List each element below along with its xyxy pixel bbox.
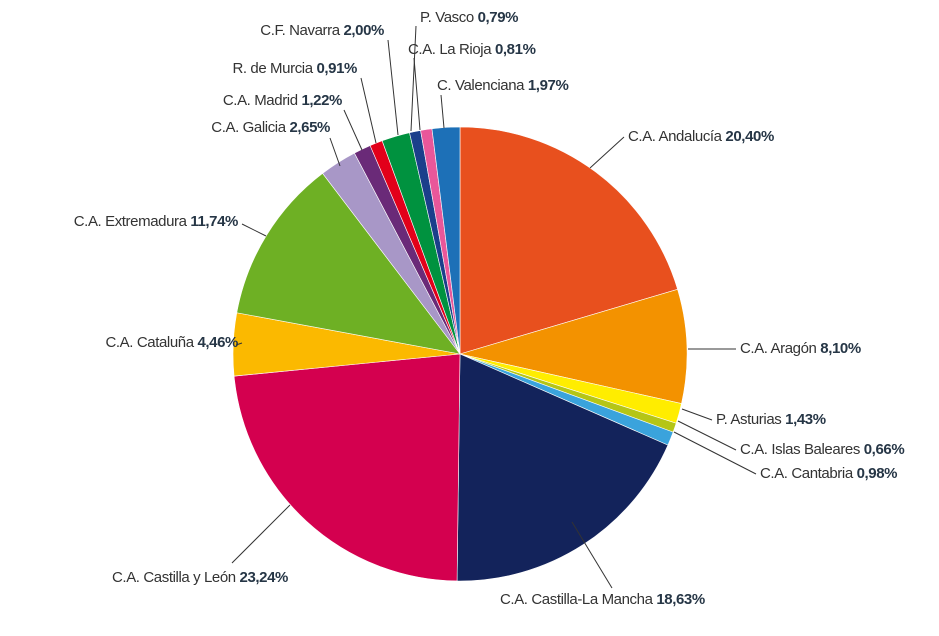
slice-label: C. Valenciana 1,97% [437,77,568,94]
leader-line [241,223,267,237]
slice-name: C.A. Madrid [223,92,298,109]
slice-name: C.A. Aragón [740,340,817,357]
leader-line [589,136,625,169]
slice-label: C.A. Extremadura 11,74% [74,213,238,230]
slice-label: C.F. Navarra 2,00% [260,22,384,39]
slice [236,172,461,355]
slice-value: 0,79% [478,9,519,26]
slice-value: 0,81% [495,41,536,58]
slice-label: C.A. Aragón 8,10% [740,340,861,357]
slice-name: C.A. Islas Baleares [740,441,860,458]
leader-line [343,109,363,151]
slice-label: C.A. Cantabria 0,98% [760,465,897,482]
slice-name: P. Asturias [716,411,781,428]
slice-label: C.A. Islas Baleares 0,66% [740,441,904,458]
slice-name: C.A. Cataluña [105,334,194,351]
leader-line [360,77,377,144]
leader-line [571,521,613,589]
slice [459,126,678,355]
slice-name: C.A. Cantabria [760,465,854,482]
slice-name: C.A. Castilla y León [112,569,236,586]
slice-value: 4,46% [197,334,238,351]
leader-line [231,504,291,564]
leader-line [681,408,713,421]
slice-value: 1,43% [785,411,826,428]
slice-name: C.A. Galicia [211,119,286,136]
slice-label: C.A. Castilla-La Mancha 18,63% [500,591,705,608]
slice-value: 0,91% [316,60,357,77]
leader-line [410,25,417,132]
slice-label: C.A. Galicia 2,65% [211,119,330,136]
slice-name: C.A. Andalucía [628,128,723,145]
slice-value: 0,66% [864,441,905,458]
slice-value: 23,24% [240,569,289,586]
slice-value: 2,00% [343,22,384,39]
slice [456,353,669,582]
slice-value: 8,10% [820,340,861,357]
slice-value: 20,40% [725,128,774,145]
leader-line [677,420,737,451]
leader-line [413,57,421,131]
slice-value: 18,63% [656,591,705,608]
slice-value: 1,97% [528,77,569,94]
leader-line [440,94,445,129]
slice [233,353,461,582]
slice-value: 11,74% [190,213,238,230]
leader-line [235,342,243,346]
slice-name: C.A. Castilla-La Mancha [500,591,654,608]
slice-value: 0,98% [857,465,898,482]
slice [431,126,461,355]
slice-value: 1,22% [301,92,342,109]
slice-name: C.A. Extremadura [74,213,188,230]
slice-name: C. Valenciana [437,77,525,94]
slice-label: P. Asturias 1,43% [716,411,826,428]
slice-label: C.A. Madrid 1,22% [223,92,342,109]
slice [458,288,688,404]
slice-name: C.A. La Rioja [408,41,492,58]
slice-label: C.A. Castilla y León 23,24% [112,569,288,586]
leader-line [673,431,757,475]
slice-value: 2,65% [289,119,330,136]
slice-label: C.A. La Rioja 0,81% [408,41,536,58]
slice-label: C.A. Andalucía 20,40% [628,128,774,145]
slice-label: R. de Murcia 0,91% [232,60,357,77]
leader-line [387,39,399,136]
slice-label: P. Vasco 0,79% [420,9,518,26]
slice-name: P. Vasco [420,9,474,26]
slice-label: C.A. Cataluña 4,46% [105,334,238,351]
leader-line [329,137,341,167]
slice-name: C.F. Navarra [260,22,340,39]
slice-name: R. de Murcia [232,60,313,77]
